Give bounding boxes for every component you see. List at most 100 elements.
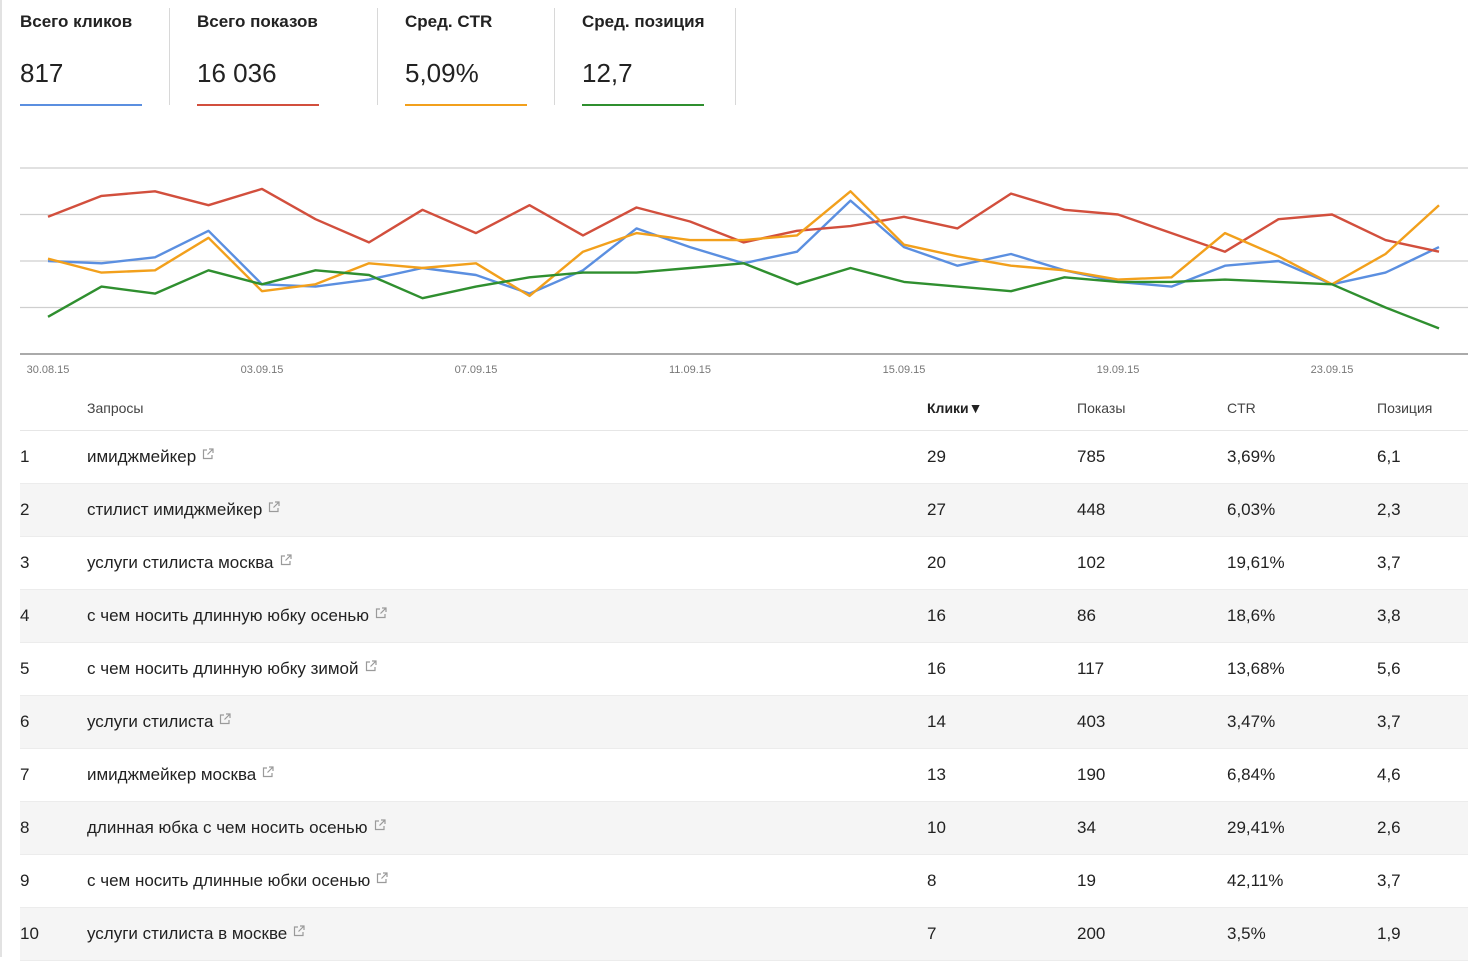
external-link-icon[interactable] — [375, 607, 387, 619]
external-link-icon[interactable] — [202, 448, 214, 460]
query-link[interactable]: услуги стилиста в москве — [87, 924, 288, 943]
impressions-cell: 448 — [1077, 500, 1106, 519]
row-number: 3 — [20, 553, 30, 572]
table-row[interactable]: 4 с чем носить длинную юбку осенью 16 86 18,… — [20, 590, 1468, 643]
x-tick-label: 03.09.15 — [241, 364, 284, 376]
row-number: 1 — [20, 447, 30, 466]
header-clicks-sorted[interactable]: Клики▼ — [927, 400, 983, 416]
table-row[interactable]: 3 услуги стилиста москва 20 102 19,61% 3,7 — [20, 537, 1468, 590]
position-cell: 3,7 — [1377, 553, 1401, 572]
impressions-cell: 200 — [1077, 924, 1106, 943]
row-number: 6 — [20, 712, 30, 731]
external-link-icon[interactable] — [280, 554, 292, 566]
table-row[interactable]: 2 стилист имиджмейкер 27 448 6,03% 2,3 — [20, 484, 1468, 537]
clicks-cell: 29 — [927, 447, 946, 466]
metric-color-line — [405, 104, 527, 106]
impressions-cell: 86 — [1077, 606, 1096, 625]
queries-table: Запросы Клики▼ Показы CTR Позиция 1 имидж… — [20, 384, 1468, 961]
table-header: Запросы Клики▼ Показы CTR Позиция — [20, 384, 1468, 431]
header-queries[interactable]: Запросы — [87, 400, 144, 416]
series-line-2 — [47, 190, 1440, 298]
metric-total-clicks[interactable]: Всего кликов 817 — [20, 0, 170, 106]
ctr-cell: 3,69% — [1227, 447, 1276, 466]
clicks-cell: 16 — [927, 606, 946, 625]
external-link-icon[interactable] — [262, 766, 274, 778]
table-row[interactable]: 1 имиджмейкер 29 785 3,69% 6,1 — [20, 431, 1468, 484]
ctr-cell: 18,6% — [1227, 606, 1276, 625]
impressions-cell: 34 — [1077, 818, 1096, 837]
query-cell: с чем носить длинную юбку зимой — [87, 659, 377, 679]
metric-label: Сред. CTR — [405, 12, 493, 31]
x-tick-label: 30.08.15 — [27, 364, 70, 376]
external-link-icon[interactable] — [374, 819, 386, 831]
metric-separator — [554, 8, 555, 105]
query-link[interactable]: имиджмейкер москва — [87, 765, 257, 784]
x-tick-label: 23.09.15 — [1311, 364, 1354, 376]
query-cell: имиджмейкер москва — [87, 765, 274, 785]
header-impressions[interactable]: Показы — [1077, 400, 1126, 416]
x-tick-label: 19.09.15 — [1097, 364, 1140, 376]
x-tick-label: 15.09.15 — [883, 364, 926, 376]
metric-separator — [735, 8, 736, 105]
table-row[interactable]: 8 длинная юбка с чем носить осенью 10 34 29,… — [20, 802, 1468, 855]
impressions-cell: 19 — [1077, 871, 1096, 890]
impressions-cell: 117 — [1077, 659, 1105, 678]
row-number: 2 — [20, 500, 30, 519]
query-link[interactable]: стилист имиджмейкер — [87, 500, 263, 519]
clicks-cell: 16 — [927, 659, 946, 678]
impressions-cell: 190 — [1077, 765, 1106, 784]
performance-chart[interactable]: 30.08.15 03.09.15 07.09.15 11.09.15 15.09.15… — [0, 150, 1468, 384]
clicks-cell: 13 — [927, 765, 946, 784]
metric-value: 5,09% — [405, 58, 479, 88]
table-row[interactable]: 5 с чем носить длинную юбку зимой 16 117 13,… — [20, 643, 1468, 696]
position-cell: 4,6 — [1377, 765, 1401, 784]
clicks-cell: 10 — [927, 818, 946, 837]
external-link-icon[interactable] — [293, 925, 305, 937]
table-row[interactable]: 6 услуги стилиста 14 403 3,47% 3,7 — [20, 696, 1468, 749]
metric-value: 16 036 — [197, 58, 277, 88]
query-link[interactable]: с чем носить длинную юбку зимой — [87, 659, 359, 678]
header-ctr[interactable]: CTR — [1227, 400, 1256, 416]
series-line-1 — [47, 187, 1440, 253]
impressions-cell: 102 — [1077, 553, 1106, 572]
metric-avg-ctr[interactable]: Сред. CTR 5,09% — [405, 0, 555, 106]
ctr-cell: 29,41% — [1227, 818, 1285, 837]
ctr-cell: 3,5% — [1227, 924, 1266, 943]
table-row[interactable]: 7 имиджмейкер москва 13 190 6,84% 4,6 — [20, 749, 1468, 802]
ctr-cell: 6,03% — [1227, 500, 1276, 519]
query-link[interactable]: имиджмейкер — [87, 447, 197, 466]
external-link-icon[interactable] — [365, 660, 377, 672]
query-link[interactable]: с чем носить длинные юбки осенью — [87, 871, 371, 890]
metric-value: 817 — [20, 58, 64, 88]
metric-total-impressions[interactable]: Всего показов 16 036 — [197, 0, 378, 106]
ctr-cell: 19,61% — [1227, 553, 1285, 572]
metric-value: 12,7 — [582, 58, 633, 88]
query-link[interactable]: услуги стилиста москва — [87, 553, 274, 572]
row-number: 9 — [20, 871, 30, 890]
query-cell: стилист имиджмейкер — [87, 500, 280, 520]
ctr-cell: 42,11% — [1227, 871, 1284, 890]
query-link[interactable]: длинная юбка с чем носить осенью — [87, 818, 368, 837]
metric-label: Всего кликов — [20, 12, 133, 31]
position-cell: 1,9 — [1377, 924, 1401, 943]
table-row[interactable]: 10 услуги стилиста в москве 7 200 3,5% 1,9 — [20, 908, 1468, 961]
metric-avg-position[interactable]: Сред. позиция 12,7 — [582, 0, 736, 106]
metric-color-line — [197, 104, 319, 106]
query-cell: услуги стилиста москва — [87, 553, 292, 573]
clicks-cell: 20 — [927, 553, 946, 572]
x-tick-label: 11.09.15 — [669, 364, 711, 376]
header-position[interactable]: Позиция — [1377, 400, 1433, 416]
table-body: 1 имиджмейкер 29 785 3,69% 6,1 2 стилист имиджм… — [20, 431, 1468, 961]
external-link-icon[interactable] — [219, 713, 232, 725]
line-chart-svg: 30.08.15 03.09.15 07.09.15 11.09.15 15.09.15… — [20, 167, 1468, 376]
query-link[interactable]: с чем носить длинную юбку осенью — [87, 606, 369, 625]
query-cell: услуги стилиста — [87, 712, 232, 732]
metric-color-line — [582, 104, 704, 106]
table-row[interactable]: 9 с чем носить длинные юбки осенью 8 19 42,1… — [20, 855, 1468, 908]
clicks-cell: 7 — [927, 924, 937, 943]
series-line-3 — [47, 262, 1440, 330]
query-link[interactable]: услуги стилиста — [87, 712, 214, 731]
external-link-icon[interactable] — [268, 501, 280, 513]
external-link-icon[interactable] — [376, 872, 388, 884]
metric-label: Всего показов — [197, 12, 318, 31]
